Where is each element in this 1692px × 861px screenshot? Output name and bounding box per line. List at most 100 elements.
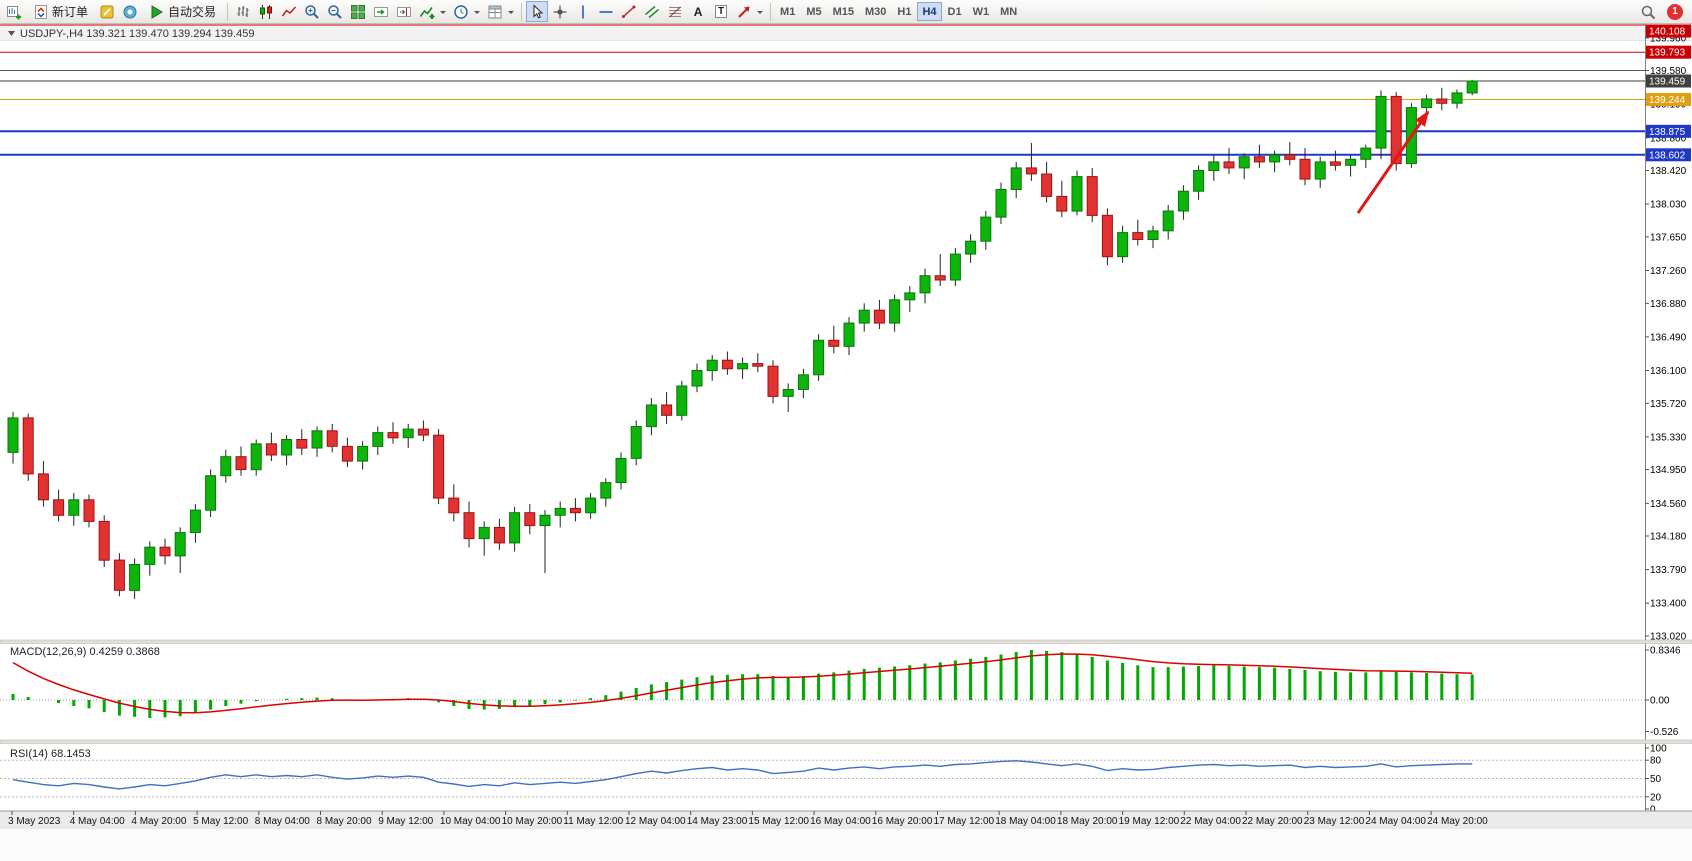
svg-text:80: 80 bbox=[1650, 756, 1662, 767]
trend-arrow[interactable] bbox=[1356, 110, 1430, 214]
svg-text:137.260: 137.260 bbox=[1650, 266, 1687, 277]
auto-trading-label: 自动交易 bbox=[168, 5, 217, 19]
svg-text:139.459: 139.459 bbox=[1649, 77, 1686, 88]
vertical-line-button[interactable] bbox=[572, 1, 594, 22]
timeframe-h4-button[interactable]: H4 bbox=[917, 2, 942, 21]
svg-text:138.420: 138.420 bbox=[1650, 166, 1687, 177]
zoom-in-icon bbox=[305, 4, 319, 19]
timeframe-m1-button[interactable]: M1 bbox=[775, 2, 800, 21]
auto-scroll-button[interactable] bbox=[370, 1, 392, 22]
fibonacci-icon bbox=[669, 6, 682, 17]
svg-text:USDJPY-,H4 139.321 139.470 13: USDJPY-,H4 139.321 139.470 139.294 139.4… bbox=[20, 28, 254, 40]
options-icon bbox=[123, 5, 137, 18]
chart-shift-button[interactable] bbox=[393, 1, 415, 22]
new-chart-icon bbox=[7, 5, 21, 19]
svg-text:18 May 20:00: 18 May 20:00 bbox=[1057, 816, 1118, 827]
svg-text:139.580: 139.580 bbox=[1650, 66, 1687, 77]
timeframe-w1-button[interactable]: W1 bbox=[968, 2, 995, 21]
timeframe-mn-button[interactable]: MN bbox=[995, 2, 1022, 21]
svg-text:-0.526: -0.526 bbox=[1650, 727, 1679, 738]
symbol-header: USDJPY-,H4 139.321 139.470 139.294 139.4… bbox=[8, 28, 254, 40]
svg-text:23 May 12:00: 23 May 12:00 bbox=[1304, 816, 1365, 827]
svg-text:4 May 04:00: 4 May 04:00 bbox=[70, 816, 125, 827]
svg-text:5 May 12:00: 5 May 12:00 bbox=[193, 816, 248, 827]
text-tool-button[interactable]: A bbox=[687, 1, 709, 22]
price-scale[interactable]: 139.960139.580139.190138.800138.420138.0… bbox=[1645, 24, 1691, 811]
svg-text:4 May 20:00: 4 May 20:00 bbox=[131, 816, 186, 827]
timeframe-d1-button[interactable]: D1 bbox=[943, 2, 967, 21]
svg-text:135.720: 135.720 bbox=[1650, 399, 1687, 410]
timeframe-m30-button[interactable]: M30 bbox=[860, 2, 891, 21]
trendline-button[interactable] bbox=[618, 1, 640, 22]
svg-text:135.330: 135.330 bbox=[1650, 432, 1687, 443]
auto-trading-button[interactable]: 自动交易 bbox=[142, 1, 223, 22]
candles bbox=[7, 80, 1478, 599]
fibonacci-button[interactable] bbox=[664, 1, 686, 22]
periods-button[interactable] bbox=[450, 1, 483, 22]
arrows-tool-icon bbox=[738, 6, 750, 18]
new-order-button[interactable]: 新订单 bbox=[26, 1, 95, 22]
svg-text:12 May 04:00: 12 May 04:00 bbox=[625, 816, 686, 827]
notification-badge[interactable]: 1 bbox=[1667, 3, 1683, 20]
metaeditor-icon bbox=[100, 5, 114, 18]
svg-text:133.020: 133.020 bbox=[1650, 632, 1687, 643]
svg-text:138.800: 138.800 bbox=[1650, 133, 1687, 144]
line-chart-button[interactable] bbox=[278, 1, 300, 22]
toolbar-right: 1 bbox=[1637, 1, 1689, 22]
timeframe-h1-button[interactable]: H1 bbox=[892, 2, 916, 21]
templates-button[interactable] bbox=[484, 1, 517, 22]
svg-text:19 May 12:00: 19 May 12:00 bbox=[1119, 816, 1180, 827]
periods-clock-icon bbox=[454, 4, 468, 19]
svg-text:14 May 23:00: 14 May 23:00 bbox=[687, 816, 748, 827]
candlestick-chart-button[interactable] bbox=[255, 1, 277, 22]
zoom-in-button[interactable] bbox=[301, 1, 323, 22]
svg-text:134.560: 134.560 bbox=[1650, 499, 1687, 510]
svg-text:50: 50 bbox=[1650, 774, 1662, 785]
svg-text:8 May 20:00: 8 May 20:00 bbox=[317, 816, 372, 827]
svg-text:8 May 04:00: 8 May 04:00 bbox=[255, 816, 310, 827]
vertical-line-icon bbox=[582, 5, 584, 18]
svg-text:18 May 04:00: 18 May 04:00 bbox=[995, 816, 1056, 827]
tile-windows-button[interactable] bbox=[347, 1, 369, 22]
text-tool-icon: A bbox=[693, 4, 703, 19]
channel-button[interactable] bbox=[641, 1, 663, 22]
new-chart-button[interactable] bbox=[3, 1, 25, 22]
svg-text:17 May 12:00: 17 May 12:00 bbox=[934, 816, 995, 827]
channel-icon bbox=[645, 5, 660, 18]
label-tool-button[interactable]: T bbox=[710, 1, 732, 22]
horizontal-line-button[interactable] bbox=[595, 1, 617, 22]
zoom-out-button[interactable] bbox=[324, 1, 346, 22]
chart-canvas[interactable]: USDJPY-,H4 139.321 139.470 139.294 139.4… bbox=[0, 24, 1692, 861]
svg-text:0.8346: 0.8346 bbox=[1650, 646, 1681, 657]
chart-shift-icon bbox=[397, 6, 412, 17]
svg-text:133.790: 133.790 bbox=[1650, 565, 1687, 576]
zoom-out-icon bbox=[328, 4, 342, 19]
macd-pane: MACD(12,26,9) 0.4259 0.3868 0.8346 0.00 -0.… bbox=[0, 646, 1681, 738]
new-order-icon bbox=[35, 4, 47, 19]
metaeditor-button[interactable] bbox=[96, 1, 118, 22]
crosshair-button[interactable] bbox=[549, 1, 571, 22]
toolbar-separator bbox=[227, 2, 229, 21]
bar-chart-button[interactable] bbox=[232, 1, 254, 22]
svg-text:24 May 04:00: 24 May 04:00 bbox=[1365, 816, 1426, 827]
timeframe-m15-button[interactable]: M15 bbox=[828, 2, 859, 21]
svg-text:16 May 04:00: 16 May 04:00 bbox=[810, 816, 871, 827]
svg-text:22 May 20:00: 22 May 20:00 bbox=[1242, 816, 1303, 827]
svg-text:140.108: 140.108 bbox=[1649, 27, 1686, 38]
search-icon bbox=[1641, 5, 1656, 19]
tile-windows-icon bbox=[351, 4, 366, 19]
svg-text:0: 0 bbox=[1650, 805, 1656, 816]
search-button[interactable] bbox=[1637, 1, 1659, 22]
arrows-tool-button[interactable] bbox=[733, 1, 766, 22]
time-axis[interactable]: 3 May 2023 4 May 04:00 4 May 20:00 5 May 12… bbox=[0, 810, 1692, 861]
timeframe-m5-button[interactable]: M5 bbox=[801, 2, 826, 21]
cursor-button[interactable] bbox=[526, 1, 549, 22]
indicators-button[interactable] bbox=[416, 1, 449, 22]
rsi-label: RSI(14) 68.1453 bbox=[10, 748, 91, 760]
auto-trading-play-icon bbox=[151, 4, 163, 19]
options-button[interactable] bbox=[119, 1, 141, 22]
svg-text:138.875: 138.875 bbox=[1649, 127, 1686, 138]
new-order-label: 新订单 bbox=[52, 5, 89, 19]
svg-text:134.180: 134.180 bbox=[1650, 532, 1687, 543]
svg-text:138.030: 138.030 bbox=[1650, 200, 1687, 211]
